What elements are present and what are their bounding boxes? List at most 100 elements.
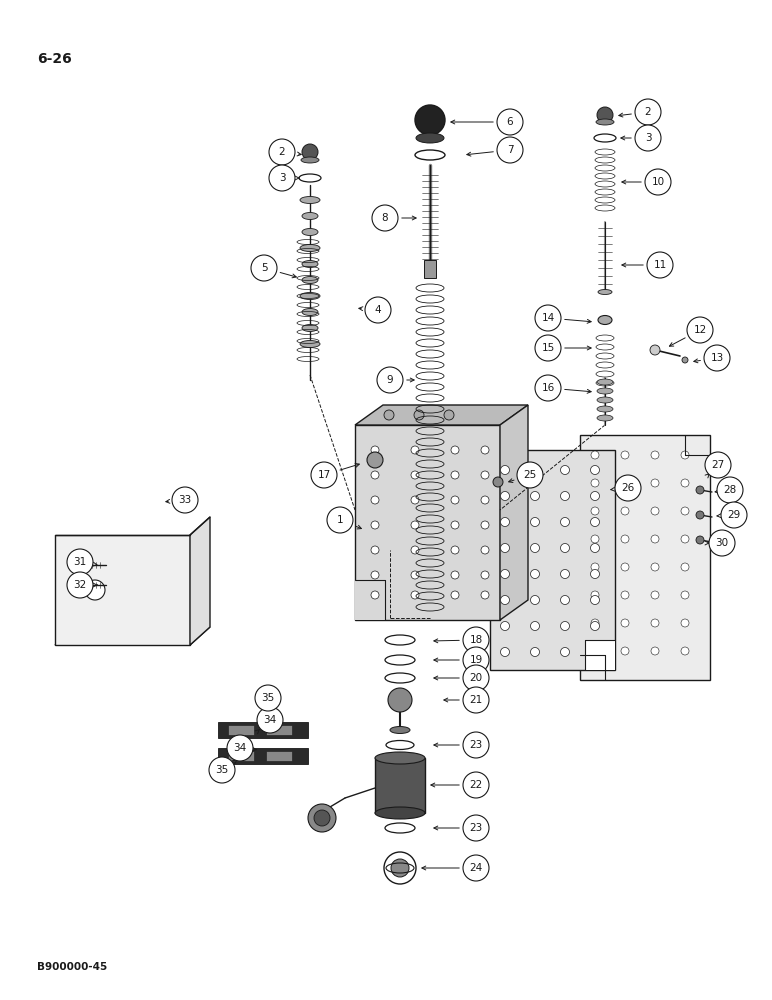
Ellipse shape <box>300 244 320 251</box>
Text: 2: 2 <box>279 147 286 157</box>
Circle shape <box>560 491 570 500</box>
Circle shape <box>411 521 419 529</box>
Circle shape <box>500 466 510 475</box>
Circle shape <box>85 580 105 600</box>
Text: 13: 13 <box>710 353 723 363</box>
Text: 8: 8 <box>381 213 388 223</box>
Circle shape <box>500 518 510 526</box>
Text: 6: 6 <box>506 117 513 127</box>
Text: 16: 16 <box>541 383 554 393</box>
Text: B900000-45: B900000-45 <box>37 962 107 972</box>
Circle shape <box>591 518 600 526</box>
Circle shape <box>681 535 689 543</box>
Circle shape <box>696 486 704 494</box>
Circle shape <box>411 546 419 554</box>
Circle shape <box>415 105 445 135</box>
Ellipse shape <box>597 388 613 394</box>
Circle shape <box>650 345 660 355</box>
Text: 33: 33 <box>178 495 191 505</box>
Circle shape <box>560 570 570 578</box>
Circle shape <box>560 466 570 475</box>
Ellipse shape <box>386 740 414 750</box>
Text: 30: 30 <box>716 538 729 548</box>
Polygon shape <box>580 435 710 680</box>
Circle shape <box>481 521 489 529</box>
Circle shape <box>451 546 459 554</box>
Text: 17: 17 <box>317 470 330 480</box>
Text: 28: 28 <box>723 485 736 495</box>
Circle shape <box>444 410 454 420</box>
Circle shape <box>635 99 661 125</box>
Text: 3: 3 <box>645 133 652 143</box>
Circle shape <box>411 496 419 504</box>
Circle shape <box>530 491 540 500</box>
Circle shape <box>497 109 523 135</box>
Circle shape <box>493 477 503 487</box>
Text: 23: 23 <box>469 823 482 833</box>
Text: 27: 27 <box>711 460 725 470</box>
Polygon shape <box>190 517 210 645</box>
Ellipse shape <box>597 397 613 403</box>
Circle shape <box>597 107 613 123</box>
Circle shape <box>621 591 629 599</box>
Text: 10: 10 <box>652 177 665 187</box>
Text: 3: 3 <box>279 173 286 183</box>
Circle shape <box>621 451 629 459</box>
Circle shape <box>481 546 489 554</box>
Circle shape <box>367 452 383 468</box>
Ellipse shape <box>385 823 415 833</box>
Circle shape <box>651 647 659 655</box>
Circle shape <box>681 619 689 627</box>
Circle shape <box>481 591 489 599</box>
Circle shape <box>681 591 689 599</box>
Circle shape <box>371 521 379 529</box>
Circle shape <box>651 563 659 571</box>
Circle shape <box>621 479 629 487</box>
Circle shape <box>681 479 689 487</box>
Text: 1: 1 <box>337 515 344 525</box>
Circle shape <box>463 627 489 653</box>
Circle shape <box>621 535 629 543</box>
Text: 19: 19 <box>469 655 482 665</box>
Circle shape <box>463 665 489 691</box>
Ellipse shape <box>594 134 616 142</box>
Polygon shape <box>228 751 254 761</box>
Circle shape <box>560 648 570 656</box>
Circle shape <box>591 451 599 459</box>
Text: 18: 18 <box>469 635 482 645</box>
Circle shape <box>481 471 489 479</box>
Text: 32: 32 <box>73 580 86 590</box>
Ellipse shape <box>375 807 425 819</box>
Circle shape <box>411 446 419 454</box>
Circle shape <box>535 335 561 361</box>
Text: 6-26: 6-26 <box>37 52 72 66</box>
Circle shape <box>209 757 235 783</box>
Circle shape <box>481 571 489 579</box>
Polygon shape <box>228 725 254 735</box>
Circle shape <box>591 466 600 475</box>
Circle shape <box>500 570 510 578</box>
Circle shape <box>705 452 731 478</box>
Polygon shape <box>218 722 308 738</box>
Circle shape <box>371 446 379 454</box>
Circle shape <box>67 549 93 575</box>
Circle shape <box>591 591 599 599</box>
Circle shape <box>530 648 540 656</box>
Circle shape <box>591 563 599 571</box>
Circle shape <box>651 451 659 459</box>
Circle shape <box>372 205 398 231</box>
Circle shape <box>535 305 561 331</box>
Ellipse shape <box>598 316 612 324</box>
Ellipse shape <box>302 276 318 284</box>
Circle shape <box>645 169 671 195</box>
Polygon shape <box>490 450 615 670</box>
Circle shape <box>411 571 419 579</box>
Text: 22: 22 <box>469 780 482 790</box>
Ellipse shape <box>385 655 415 665</box>
Circle shape <box>500 595 510 604</box>
Circle shape <box>651 591 659 599</box>
Circle shape <box>591 595 600 604</box>
Circle shape <box>530 466 540 475</box>
Circle shape <box>591 479 599 487</box>
Circle shape <box>463 815 489 841</box>
